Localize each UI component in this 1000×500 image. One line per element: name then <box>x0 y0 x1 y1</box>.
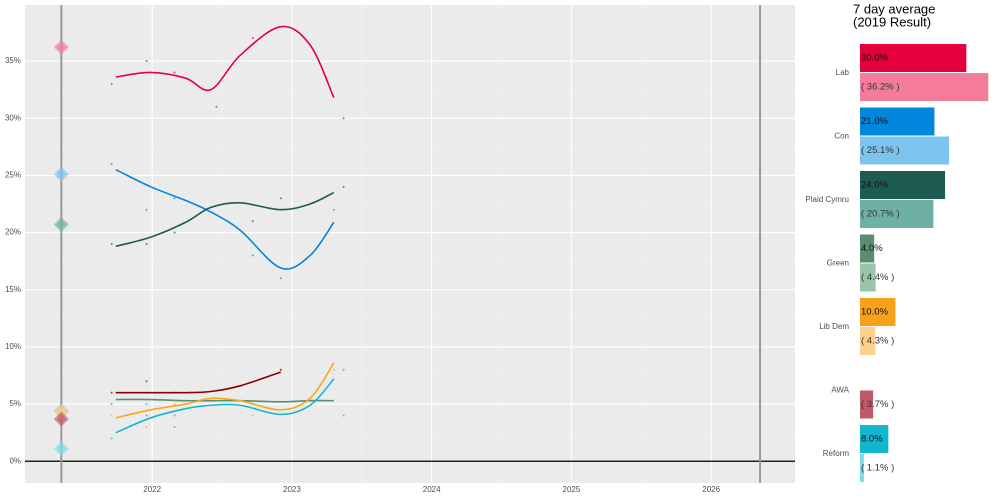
poll-point <box>173 425 176 428</box>
poll-point <box>173 403 176 406</box>
category-label: AWA <box>831 386 849 395</box>
x-tick-label: 2024 <box>423 485 441 494</box>
poll-point <box>173 197 176 200</box>
category-label: Green <box>827 259 849 268</box>
bar-value-label: ( 20.7% ) <box>861 209 900 220</box>
bar <box>860 136 949 165</box>
poll-point <box>145 60 148 63</box>
result-diamond-core <box>56 42 66 52</box>
bar-value-label: ( 36.2% ) <box>861 82 900 93</box>
poll-point <box>145 243 148 245</box>
y-tick-label: 30% <box>5 113 21 122</box>
poll-point <box>110 403 113 406</box>
y-tick-label: 5% <box>9 399 21 408</box>
bar-value-label: ( 3.7% ) <box>861 399 894 410</box>
bar-value-label: 30.0% <box>861 53 888 64</box>
bar <box>860 200 934 228</box>
poll-point <box>145 403 148 406</box>
poll-point <box>342 185 345 188</box>
poll-point <box>173 414 176 417</box>
trend-line <box>115 191 335 248</box>
bar-value-label: 21.0% <box>861 116 888 127</box>
category-label: Reform <box>823 449 850 458</box>
poll-point <box>110 391 113 394</box>
poll-point <box>342 368 345 371</box>
y-tick-label: 20% <box>5 228 21 237</box>
poll-point <box>173 231 176 234</box>
bar <box>860 44 967 72</box>
category-label: Plaid Cymru <box>805 195 849 204</box>
bar <box>860 107 935 136</box>
poll-point <box>279 368 282 371</box>
poll-point <box>215 105 218 108</box>
trend-line <box>115 25 335 98</box>
category-label: Lab <box>836 68 850 77</box>
poll-point <box>110 243 113 245</box>
bar-subtitle: (2019 Result) <box>853 14 931 29</box>
trend-line <box>115 371 281 394</box>
bar-value-label: 24.0% <box>861 180 888 191</box>
bar <box>860 425 889 453</box>
y-tick-label: 0% <box>9 456 21 465</box>
x-tick-label: 2025 <box>563 485 581 494</box>
bar <box>860 73 989 101</box>
poll-point <box>279 197 282 200</box>
x-tick-label: 2022 <box>143 485 161 494</box>
bar <box>860 234 875 263</box>
result-diamond-core <box>56 414 66 424</box>
poll-point <box>145 208 148 211</box>
bar <box>860 327 876 355</box>
y-tick-label: 35% <box>5 56 21 65</box>
bar <box>860 298 896 326</box>
poll-point <box>279 277 282 280</box>
poll-point <box>110 437 113 440</box>
result-diamond-core <box>56 169 66 179</box>
bar-value-label: ( 1.1% ) <box>861 463 894 474</box>
poll-point <box>110 414 113 417</box>
y-tick-label: 10% <box>5 342 21 351</box>
trend-line <box>115 168 335 270</box>
poll-point <box>332 368 335 371</box>
poll-point <box>145 380 148 383</box>
y-tick-label: 25% <box>5 170 21 179</box>
bar-value-label: ( 4.4% ) <box>861 272 894 283</box>
bar <box>860 390 874 419</box>
y-tick-label: 15% <box>5 285 21 294</box>
poll-point <box>332 208 335 211</box>
trend-line <box>115 378 335 434</box>
result-diamond-core <box>56 220 66 230</box>
poll-point <box>173 71 176 74</box>
bar <box>860 263 876 292</box>
bar <box>860 171 946 199</box>
result-diamond-core <box>56 444 66 454</box>
bar-value-label: 4.0% <box>861 243 883 254</box>
poll-point <box>342 117 345 120</box>
x-tick-label: 2026 <box>702 485 720 494</box>
trend-line <box>115 362 335 419</box>
bar-value-label: ( 25.1% ) <box>861 145 900 156</box>
poll-point <box>251 37 254 40</box>
poll-point <box>145 425 148 428</box>
x-tick-label: 2023 <box>283 485 301 494</box>
poll-point <box>251 254 254 257</box>
poll-point <box>251 220 254 223</box>
bar <box>860 454 864 482</box>
poll-point <box>145 414 148 417</box>
bar-value-label: 8.0% <box>861 434 883 445</box>
category-label: Con <box>834 132 849 141</box>
poll-point <box>342 414 345 417</box>
bar-title: 7 day average <box>853 1 935 16</box>
category-label: Lib Dem <box>819 322 849 331</box>
bar-value-label: ( 4.3% ) <box>861 336 894 347</box>
poll-point <box>110 162 113 165</box>
bar-value-label: 10.0% <box>861 307 888 318</box>
plot-panel <box>25 5 795 483</box>
poll-point <box>110 82 113 85</box>
poll-point <box>251 414 254 417</box>
